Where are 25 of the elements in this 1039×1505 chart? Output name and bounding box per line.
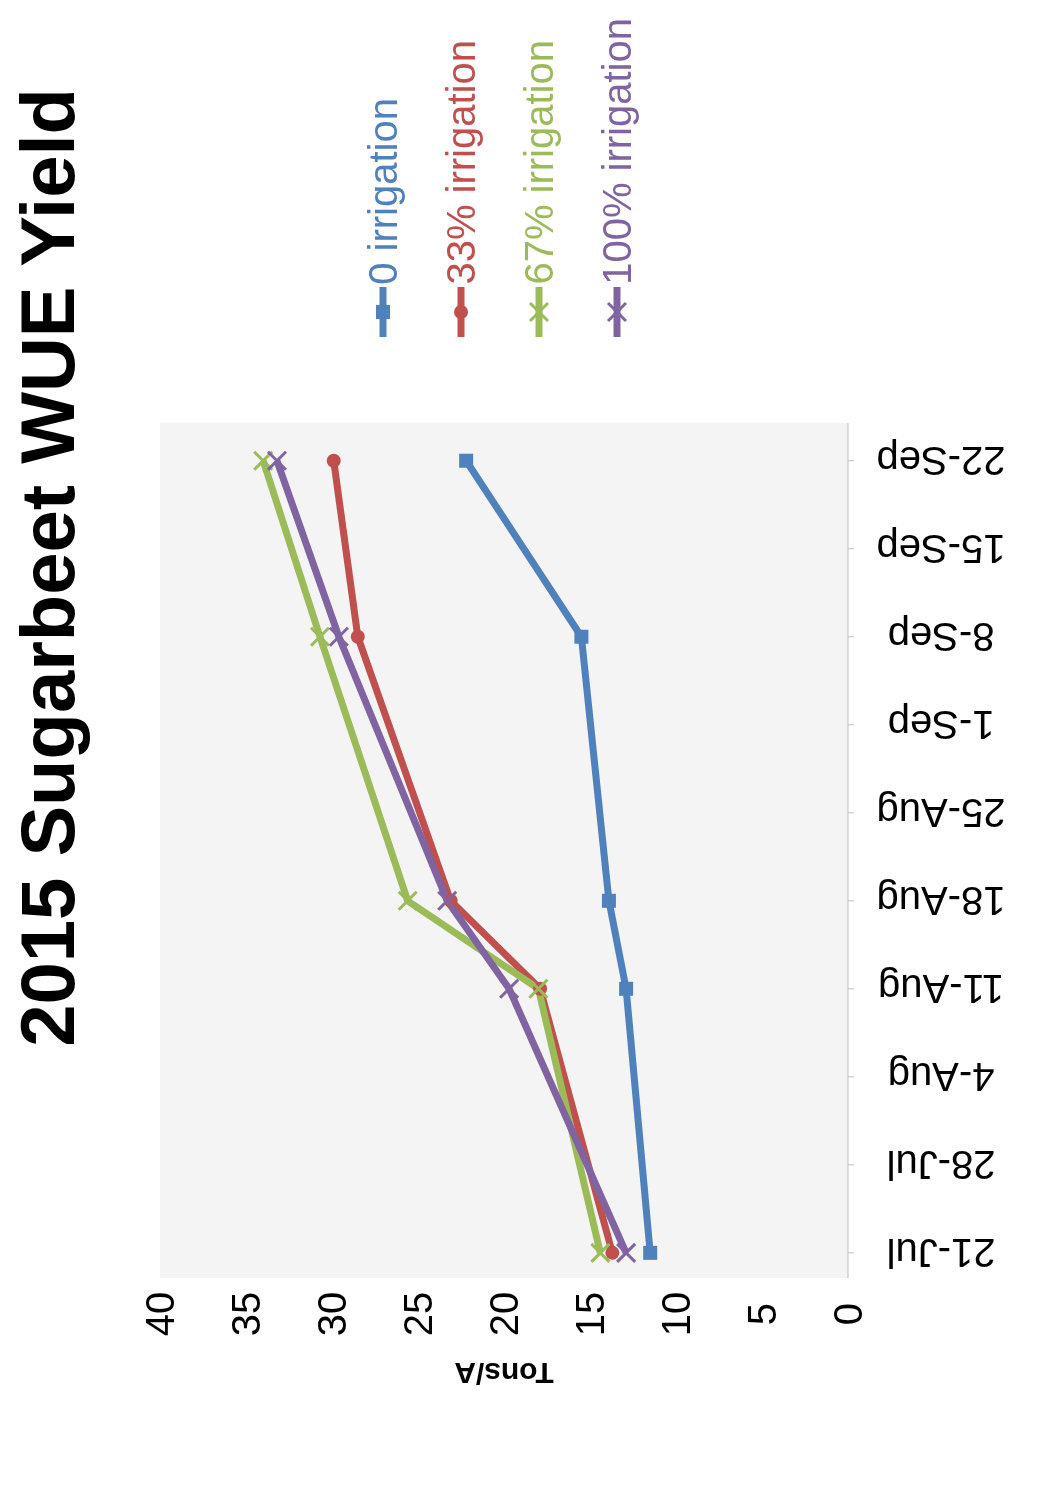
- y-tick-label: 25-Aug: [876, 790, 1006, 835]
- text: 100% irrigation: [595, 18, 639, 285]
- x-tick-label: 40: [138, 1291, 182, 1337]
- x-tick-label: 10: [654, 1291, 698, 1337]
- text: 2015 Sugarbeet WUE Yield: [5, 88, 90, 1047]
- y-tick-label: 15-Sep: [876, 526, 1006, 571]
- x-tick-label: 15: [568, 1291, 612, 1337]
- y-tick-label: 8-Sep: [887, 614, 995, 659]
- y-tick-label: 22-Sep: [876, 438, 1006, 483]
- y-tick-label: 21-Jul: [886, 1230, 996, 1275]
- y-tick-label: 11-Aug: [877, 966, 1005, 1011]
- text: 33% irrigation: [439, 40, 483, 285]
- x-tick-label: 30: [310, 1291, 354, 1337]
- x-axis-title: Tons/A: [454, 1356, 554, 1390]
- y-tick-label: 28-Jul: [886, 1142, 996, 1187]
- x-tick-label: 0: [826, 1302, 870, 1326]
- text: 0 irrigation: [361, 98, 405, 285]
- y-tick-label: 18-Aug: [876, 878, 1006, 923]
- x-tick-label: 35: [224, 1291, 268, 1337]
- y-tick-label: 1-Sep: [887, 702, 995, 747]
- x-tick-label: 5: [740, 1302, 784, 1326]
- text: 67% irrigation: [517, 40, 561, 285]
- x-tick-label: 25: [396, 1291, 440, 1337]
- x-tick-label: 20: [482, 1291, 526, 1337]
- y-tick-label: 4-Aug: [887, 1054, 995, 1099]
